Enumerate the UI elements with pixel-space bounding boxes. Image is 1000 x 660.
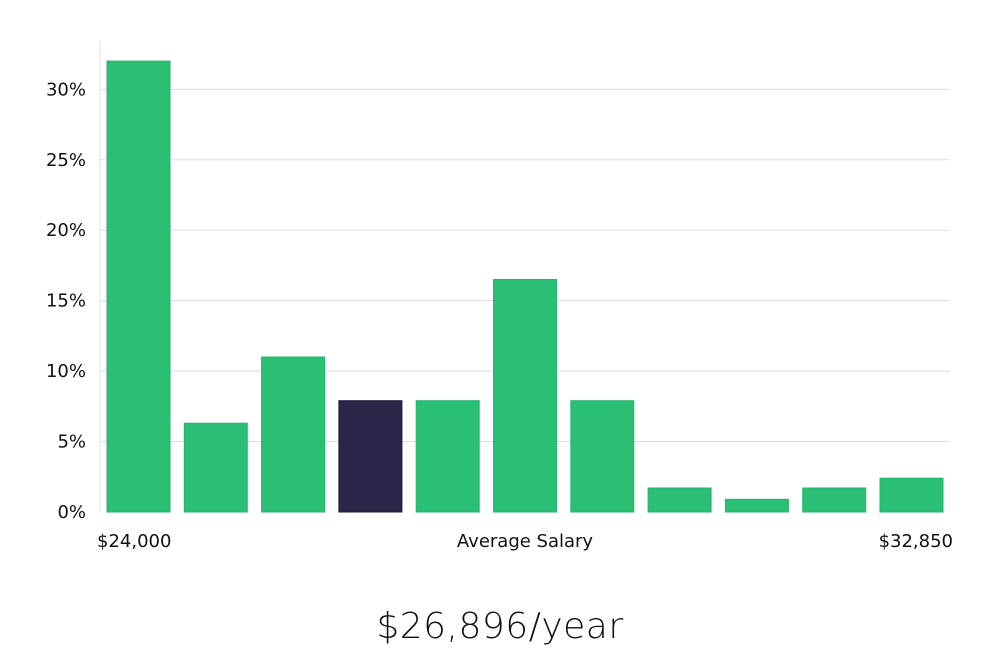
bar bbox=[570, 400, 635, 513]
y-tick-label: 5% bbox=[57, 432, 86, 453]
bar bbox=[106, 60, 171, 513]
y-tick-label: 0% bbox=[57, 502, 86, 523]
bar bbox=[647, 487, 712, 513]
bar-highlighted bbox=[338, 400, 403, 513]
average-salary-value: $26,896/year bbox=[376, 606, 624, 647]
y-tick-label: 25% bbox=[46, 150, 86, 171]
y-tick-label: 10% bbox=[46, 361, 86, 382]
bar bbox=[802, 487, 867, 513]
bar bbox=[261, 356, 326, 513]
bars bbox=[106, 60, 944, 513]
y-tick-label: 15% bbox=[46, 291, 86, 312]
bar bbox=[493, 279, 557, 513]
salary-distribution-chart: 0% 5% 10% 15% 20% 25% 30% $24,000 Average Sala… bbox=[46, 40, 953, 552]
bar bbox=[879, 477, 944, 513]
x-min-label: $24,000 bbox=[97, 531, 171, 552]
bar bbox=[724, 498, 789, 513]
y-tick-label: 30% bbox=[46, 79, 86, 100]
bar bbox=[183, 422, 248, 513]
y-tick-label: 20% bbox=[46, 220, 86, 241]
x-axis-title: Average Salary bbox=[457, 531, 594, 552]
x-max-label: $32,850 bbox=[879, 531, 953, 552]
bar bbox=[415, 400, 480, 513]
y-tick-labels: 0% 5% 10% 15% 20% 25% 30% bbox=[46, 79, 86, 523]
